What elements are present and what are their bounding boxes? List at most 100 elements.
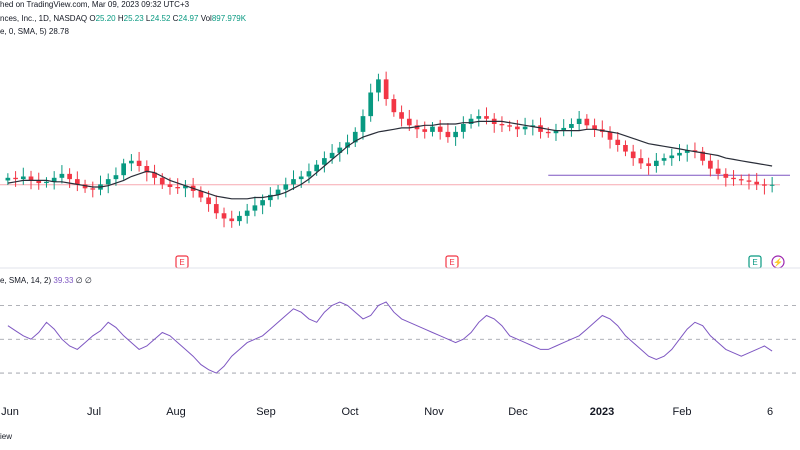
footer-text: iew (0, 432, 13, 441)
candle-body (700, 151, 705, 161)
event-label: E (449, 258, 454, 267)
event-earnings-icon[interactable]: E (445, 255, 459, 269)
ohlc-header: nces, Inc., 1D, NASDAQ O25.20 H25.23 L24… (0, 14, 246, 23)
candle-body (391, 99, 397, 113)
candle-body (461, 124, 466, 132)
candle-body (684, 150, 690, 153)
candle-body (615, 139, 621, 145)
candle-body (545, 131, 551, 134)
candle-body (569, 124, 574, 128)
candle-body (715, 168, 721, 174)
candle-body (129, 160, 134, 164)
candle-body (368, 92, 374, 117)
event-label: ⚡ (773, 257, 783, 267)
candle-body (468, 118, 474, 124)
candle-body (437, 126, 443, 132)
ma-legend-label: e, 0, SMA, 5) (0, 27, 47, 36)
candle-body (75, 179, 80, 185)
candle-body (260, 200, 265, 206)
candle-body (13, 177, 18, 180)
rsi-legend-tail: ∅ ∅ (75, 276, 92, 285)
candle-body (206, 197, 211, 205)
candle-body (283, 184, 289, 190)
x-tick-label: Jun (1, 406, 19, 418)
candle-body (28, 176, 34, 181)
event-label: E (179, 258, 184, 267)
open-value: 25.20 (95, 14, 116, 23)
candle-body (646, 163, 651, 166)
price-pane (0, 71, 790, 228)
candle-body (159, 177, 165, 185)
rsi-line (7, 301, 773, 374)
candle-body (553, 130, 559, 134)
x-tick-label: 6 (767, 406, 773, 418)
candle-body (90, 188, 96, 190)
x-tick-label: Feb (673, 406, 692, 418)
candle-body (731, 177, 736, 180)
published-text: hed on TradingView.com, Mar 09, 2023 09:… (0, 0, 190, 9)
rsi-pane (0, 301, 800, 374)
candle-body (252, 205, 258, 211)
candle-body (623, 145, 628, 152)
candle-body (515, 126, 520, 130)
candle-body (136, 160, 142, 166)
published-header: hed on TradingView.com, Mar 09, 2023 09:… (0, 0, 189, 9)
candle-body (630, 151, 636, 159)
ma-legend-value: 28.78 (48, 27, 69, 36)
candle-body (291, 179, 296, 185)
event-dividend-icon[interactable]: E (748, 255, 762, 269)
candle-body (538, 125, 543, 132)
candle-body (82, 184, 88, 189)
candle-body (754, 181, 760, 185)
candle-body (213, 204, 219, 214)
candle-body (352, 131, 358, 143)
rsi-legend-value: 39.33 (53, 276, 74, 285)
candle-body (422, 129, 428, 132)
candle-body (762, 184, 767, 186)
candle-body (584, 118, 590, 126)
candle-body (661, 158, 667, 161)
candle-body (298, 176, 304, 180)
candle-body (638, 158, 644, 164)
candle-body (576, 118, 582, 124)
event-earnings-icon[interactable]: E (175, 255, 189, 269)
low-value: 24.52 (150, 14, 171, 23)
price-chart[interactable]: E E E ⚡ Jun Jul Aug Sep Oct Nov Dec 2023 Feb 6 (0, 0, 800, 430)
candle-body (51, 177, 57, 182)
x-tick-label: Jul (87, 406, 101, 418)
event-split-icon[interactable]: ⚡ (771, 255, 785, 269)
candle-body (484, 116, 489, 119)
candle-body (20, 176, 26, 180)
candle-body (723, 173, 729, 178)
candle-body (376, 79, 381, 93)
x-tick-label: Sep (256, 406, 276, 418)
candle-body (654, 160, 659, 166)
candle-body (175, 187, 181, 189)
candle-body (499, 124, 505, 126)
candle-body (769, 184, 775, 186)
candle-body (530, 125, 536, 127)
high-value: 25.23 (123, 14, 144, 23)
x-tick-label: Nov (424, 406, 444, 418)
ma-legend: e, 0, SMA, 5) 28.78 (0, 27, 69, 36)
volume-label: Vol (200, 14, 212, 23)
candle-body (561, 127, 567, 131)
candle-body (121, 163, 126, 176)
candle-body (445, 131, 451, 138)
candle-body (507, 125, 512, 127)
high-label: H (117, 14, 124, 23)
candle-body (414, 125, 420, 130)
candle-body (383, 79, 389, 100)
event-label: E (752, 258, 757, 267)
candle-body (36, 180, 42, 184)
candle-body (229, 218, 235, 222)
x-tick-label: 2023 (590, 406, 614, 418)
events-row: E E E ⚡ (175, 255, 785, 269)
candle-body (669, 155, 675, 159)
candle-body (677, 152, 682, 156)
candle-body (167, 184, 173, 187)
volume-value: 897.979K (211, 14, 247, 23)
candle-body (244, 210, 250, 216)
candle-body (5, 177, 11, 181)
candle-body (275, 189, 281, 195)
